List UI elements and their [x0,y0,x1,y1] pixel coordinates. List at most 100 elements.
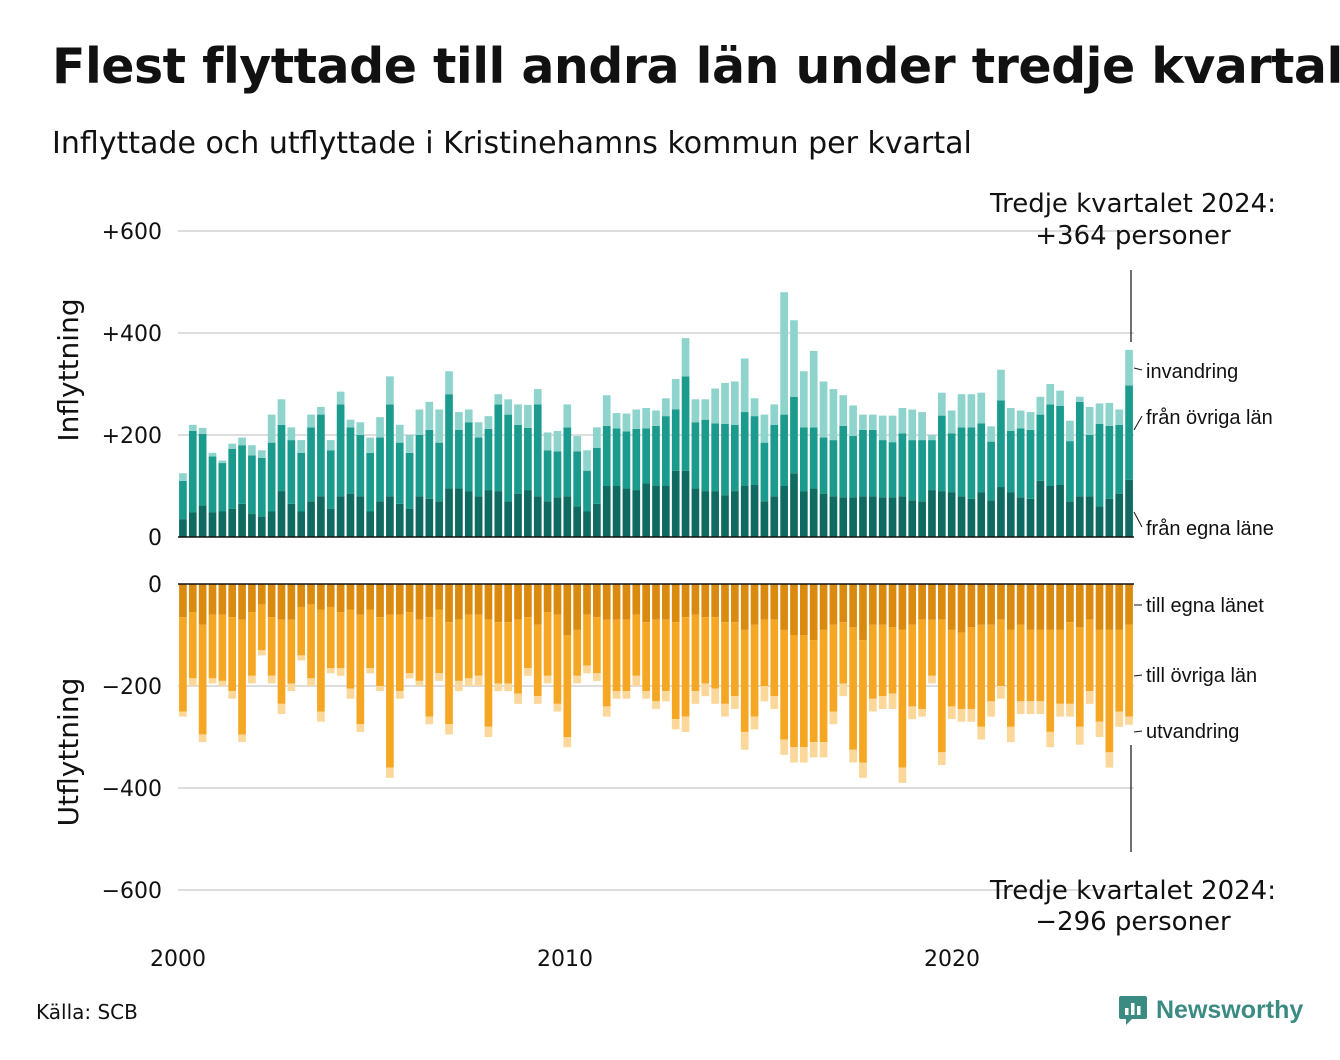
bar-segment [888,693,897,709]
bar-segment [987,441,995,501]
bar-segment [376,501,384,537]
bar-segment [829,624,838,712]
bar-segment [1026,412,1035,430]
source-note: Källa: SCB [36,1000,138,1024]
bar-segment [918,708,926,717]
bar-segment [573,506,581,537]
bar-segment [1046,404,1055,486]
bar-segment [671,378,680,410]
bar-segment [494,394,503,405]
bar-segment [928,435,936,441]
bar-segment [898,407,907,434]
bar-segment [445,724,453,735]
bar-segment [908,409,917,441]
bar-segment [1075,401,1084,497]
bar-segment [681,338,690,377]
bar-segment [514,584,522,620]
bar-segment [1125,479,1133,537]
bar-segment [257,650,266,656]
bar-segment [356,496,365,537]
bar-segment [494,584,503,623]
bar-segment [878,584,887,625]
bar-segment [1075,496,1084,537]
bar-segment [947,629,956,707]
bar-segment [346,688,355,699]
bar-segment [267,414,276,443]
bar-segment [228,508,237,537]
bar-segment [642,428,650,484]
bar-segment [405,452,414,509]
bar-segment [809,427,818,489]
bar-segment [257,604,266,651]
bar-segment [770,404,779,425]
bar-segment [760,501,769,537]
y-tick-label: +400 [102,322,162,347]
bar-segment [455,429,463,489]
bar-segment [336,668,345,676]
bar-segment [248,584,256,613]
bar-segment [455,619,463,681]
bar-segment [563,427,572,497]
bar-segment [662,486,670,537]
bar-segment [1095,423,1104,507]
bar-segment [1046,584,1055,630]
bar-segment [208,452,217,457]
bar-segment [602,584,611,620]
bar-segment [662,619,670,692]
bar-segment [198,427,207,434]
bar-segment [977,423,986,493]
bar-segment [997,487,1005,537]
bar-segment [238,619,246,735]
bar-segment [849,405,857,437]
bar-segment [583,665,591,674]
bar-segment [425,498,434,537]
bar-segment [504,622,513,684]
bar-segment [198,433,207,506]
bar-segment [583,511,591,537]
bar-segment [957,496,966,537]
bar-segment [277,584,286,620]
bar-segment [1036,480,1045,537]
bar-segment [1006,430,1015,493]
bar-segment [1016,497,1025,537]
bar-segment [918,619,926,709]
bar-segment [336,404,345,497]
bar-segment [553,451,562,498]
bar-segment [701,399,710,420]
bar-segment [1125,349,1133,386]
series-label: till egna länet [1146,595,1264,617]
bar-segment [878,624,887,697]
bar-segment [386,767,394,778]
bar-segment [957,632,966,709]
bar-segment [947,706,956,720]
bar-segment [326,606,335,669]
bar-segment [395,503,404,537]
bar-segment [218,460,227,464]
newsworthy-logo[interactable]: Newsworthy [1118,994,1303,1026]
bar-segment [346,584,355,610]
bar-segment [937,392,946,416]
bar-segment [711,491,719,537]
bar-segment [642,407,650,429]
bar-segment [277,424,286,492]
bar-segment [504,584,513,623]
bar-segment [336,391,345,405]
y-axis-label: Inflyttning [52,298,85,441]
bar-segment [790,396,798,474]
bar-segment [395,691,404,699]
bar-segment [711,423,719,492]
bar-segment [859,429,867,497]
bar-segment [701,584,710,618]
bar-segment [662,584,670,620]
bar-segment [977,726,986,740]
bar-segment [671,622,680,720]
bar-segment [1075,726,1084,745]
bar-segment [681,584,690,618]
leader-line [1133,367,1143,371]
bar-segment [583,470,591,512]
bar-segment [987,426,995,442]
bar-segment [898,767,907,783]
bar-segment [455,488,463,537]
bar-segment [435,673,444,681]
bar-segment [405,435,414,453]
